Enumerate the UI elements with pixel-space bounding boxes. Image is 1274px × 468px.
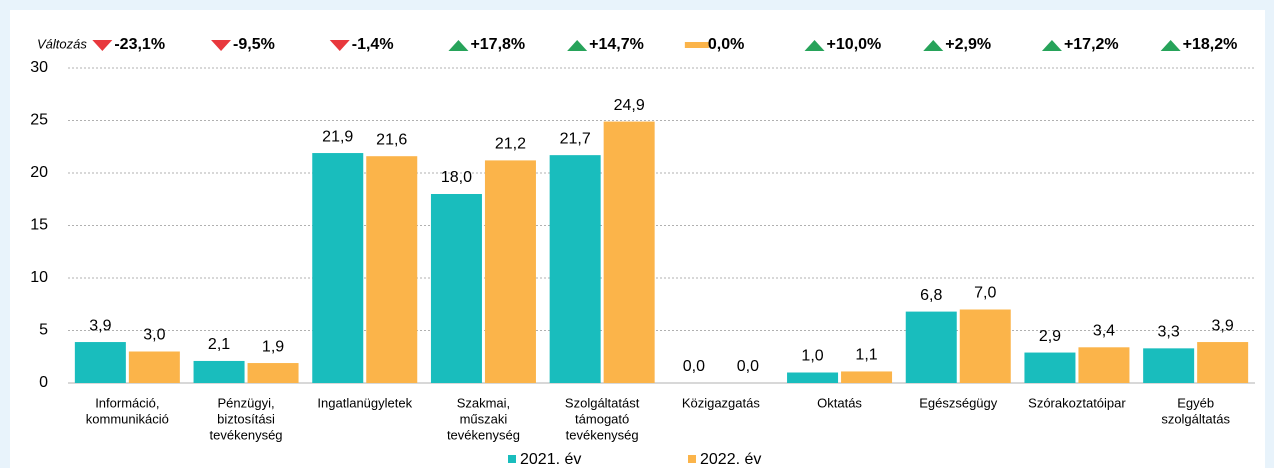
y-tick-label: 10 bbox=[30, 269, 48, 286]
bar bbox=[787, 372, 839, 383]
bar bbox=[1024, 352, 1076, 383]
bar bbox=[247, 363, 299, 383]
change-arrow-up bbox=[804, 40, 825, 51]
value-label: 3,0 bbox=[143, 327, 165, 344]
x-tick-label: biztosítási bbox=[217, 411, 275, 426]
change-arrow-up bbox=[1160, 40, 1181, 51]
value-label: 2,9 bbox=[1039, 328, 1061, 345]
change-arrow-down bbox=[329, 40, 350, 51]
change-arrow-down bbox=[92, 40, 113, 51]
x-tick-label: tevékenység bbox=[447, 427, 520, 442]
value-label: 1,1 bbox=[855, 347, 877, 364]
change-arrow-up bbox=[567, 40, 588, 51]
legend-label: 2022. év bbox=[700, 451, 761, 468]
bar bbox=[549, 155, 601, 383]
bar bbox=[1197, 342, 1249, 383]
y-tick-label: 0 bbox=[39, 374, 48, 391]
bar bbox=[603, 121, 655, 384]
legend-label: 2021. év bbox=[520, 451, 581, 468]
bar bbox=[128, 351, 180, 383]
y-tick-label: 5 bbox=[39, 322, 48, 339]
value-label: 1,0 bbox=[801, 348, 823, 365]
x-tick-label: Szolgáltatást bbox=[565, 395, 640, 410]
bar bbox=[312, 153, 364, 383]
bar bbox=[193, 360, 245, 383]
x-tick-label: Egészségügy bbox=[919, 395, 998, 410]
bar bbox=[430, 194, 482, 383]
change-label: -1,4% bbox=[352, 36, 394, 53]
x-tick-label: tevékenység bbox=[566, 427, 639, 442]
change-label: -9,5% bbox=[233, 36, 275, 53]
x-tick-label: támogató bbox=[575, 411, 629, 426]
bar bbox=[366, 156, 418, 383]
value-label: 21,9 bbox=[322, 128, 353, 145]
value-label: 7,0 bbox=[974, 285, 996, 302]
change-arrow-up bbox=[448, 40, 469, 51]
x-tick-label: Közigazgatás bbox=[682, 395, 761, 410]
y-tick-label: 15 bbox=[30, 217, 48, 234]
y-tick-label: 25 bbox=[30, 112, 48, 129]
x-tick-label: tevékenység bbox=[210, 427, 283, 442]
change-title: Változás bbox=[37, 36, 87, 51]
value-label: 3,9 bbox=[89, 317, 111, 334]
x-tick-label: Szakmai, bbox=[457, 395, 510, 410]
bar bbox=[905, 311, 957, 383]
change-label: +18,2% bbox=[1183, 36, 1238, 53]
legend-swatch bbox=[688, 455, 696, 463]
change-flat bbox=[684, 42, 709, 48]
x-tick-label: Pénzügyi, bbox=[218, 395, 275, 410]
bar bbox=[484, 160, 536, 383]
change-arrow-up bbox=[923, 40, 944, 51]
value-label: 21,7 bbox=[560, 130, 591, 147]
bar bbox=[1078, 347, 1130, 383]
change-arrow-down bbox=[211, 40, 232, 51]
value-label: 21,6 bbox=[376, 131, 407, 148]
value-label: 18,0 bbox=[441, 169, 472, 186]
value-label: 6,8 bbox=[920, 287, 942, 304]
value-label: 3,9 bbox=[1212, 317, 1234, 334]
x-tick-label: Egyéb bbox=[1177, 395, 1214, 410]
value-label: 1,9 bbox=[262, 338, 284, 355]
value-label: 3,3 bbox=[1158, 324, 1180, 341]
x-tick-label: Oktatás bbox=[817, 395, 862, 410]
change-label: 0,0% bbox=[708, 36, 744, 53]
change-label: +17,8% bbox=[470, 36, 525, 53]
value-label: 0,0 bbox=[737, 358, 759, 375]
change-label: +10,0% bbox=[827, 36, 882, 53]
x-tick-label: Szórakoztatóipar bbox=[1028, 395, 1126, 410]
x-tick-label: kommunikáció bbox=[86, 411, 169, 426]
value-label: 0,0 bbox=[683, 358, 705, 375]
bar bbox=[959, 309, 1011, 383]
bar bbox=[1143, 348, 1195, 383]
x-tick-label: műszaki bbox=[460, 411, 508, 426]
change-label: +14,7% bbox=[589, 36, 644, 53]
value-label: 2,1 bbox=[208, 336, 230, 353]
x-tick-label: szolgáltatás bbox=[1161, 411, 1230, 426]
legend-swatch bbox=[508, 455, 516, 463]
change-label: +2,9% bbox=[945, 36, 991, 53]
bar bbox=[74, 342, 126, 383]
y-tick-label: 30 bbox=[30, 59, 48, 76]
change-label: -23,1% bbox=[114, 36, 165, 53]
change-label: +17,2% bbox=[1064, 36, 1119, 53]
x-tick-label: Információ, bbox=[95, 395, 159, 410]
value-label: 21,2 bbox=[495, 136, 526, 153]
value-label: 3,4 bbox=[1093, 323, 1115, 340]
x-tick-label: Ingatlanügyletek bbox=[317, 395, 412, 410]
change-arrow-up bbox=[1041, 40, 1062, 51]
y-tick-label: 20 bbox=[30, 164, 48, 181]
bar bbox=[841, 371, 893, 383]
value-label: 24,9 bbox=[614, 97, 645, 114]
